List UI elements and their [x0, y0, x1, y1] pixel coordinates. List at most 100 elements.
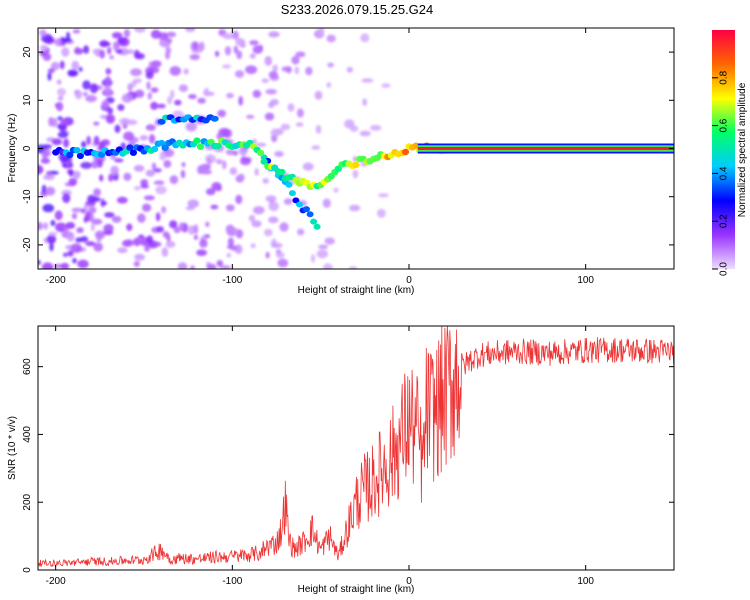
spectrogram-noise-cell	[222, 160, 227, 170]
spectrogram-noise-cell	[193, 41, 198, 51]
spectrogram-noise-cell	[252, 45, 263, 54]
spectrogram-noise-cell	[126, 223, 133, 231]
spectrogram-noise-cell	[73, 48, 84, 55]
colorbar-label: Normalized spectral amplitude	[737, 82, 748, 217]
spectrogram-noise-cell	[369, 124, 382, 131]
spectrogram-y-tick-label: -20	[22, 237, 33, 252]
spectrogram-noise-cell	[151, 60, 162, 68]
spectrogram-noise-cell	[161, 206, 167, 214]
spectrogram-noise-cell	[80, 208, 86, 214]
spectrogram-noise-cell	[145, 124, 156, 131]
spectrogram-noise-cell	[117, 104, 125, 111]
spectrogram-noise-cell	[174, 99, 182, 106]
spectrogram-noise-cell	[62, 163, 69, 168]
spectrogram-noise-cell	[61, 47, 70, 57]
spectrogram-noise-cell	[83, 216, 88, 223]
spectrogram-noise-cell	[145, 169, 156, 177]
snr-series-line	[38, 326, 674, 568]
spectrogram-noise-cell	[80, 161, 92, 169]
spectrogram-noise-cell	[302, 162, 314, 171]
spectrogram-ridge-cell	[292, 197, 300, 204]
spectrogram-noise-cell	[134, 28, 146, 33]
spectrogram-noise-cell	[378, 193, 389, 198]
spectrogram-noise-cell	[121, 239, 133, 247]
spectrogram-noise-cell	[200, 163, 212, 171]
spectrogram-noise-cell	[217, 109, 227, 118]
spectrogram-noise-cell	[100, 201, 108, 206]
spectrogram-ridge-cell	[310, 218, 318, 225]
spectrogram-noise-cell	[117, 247, 128, 254]
spectrogram-noise-cell	[261, 78, 269, 84]
spectrogram-noise-cell	[59, 60, 65, 70]
spectrogram-noise-cell	[272, 64, 279, 73]
spectrogram-noise-cell	[235, 37, 244, 46]
spectrogram-noise-cell	[43, 222, 49, 230]
spectrogram-ridge-cell	[161, 144, 169, 151]
spectrogram-noise-cell	[67, 69, 77, 77]
spectrogram-noise-cell	[71, 207, 83, 213]
spectrogram-noise-cell	[154, 241, 162, 247]
spectrogram-noise-cell	[250, 243, 256, 249]
spectrogram-noise-cell	[78, 66, 83, 72]
spectrogram-noise-cell	[305, 66, 313, 76]
spectrogram-noise-cell	[324, 237, 335, 245]
colorbar-tick-label: 0.0	[719, 262, 730, 276]
spectrogram-noise-cell	[232, 150, 239, 156]
spectrogram-ridge-cell	[285, 181, 293, 188]
spectrogram-noise-cell	[216, 184, 222, 192]
spectrogram-noise-cell	[252, 206, 265, 215]
spectrogram-ridge-cell	[278, 168, 286, 176]
spectrogram-noise-cell	[54, 210, 63, 221]
spectrogram-noise-cell	[240, 157, 251, 166]
spectrogram-noise-cell	[105, 114, 116, 124]
spectrogram-noise-cell	[151, 162, 157, 171]
spectrogram-noise-cell	[246, 114, 255, 119]
spectrogram-x-tick-label: 0	[406, 275, 412, 286]
spectrogram-noise-cell	[361, 78, 374, 83]
spectrogram-noise-cell	[130, 68, 142, 77]
spectrogram-noise-cell	[123, 131, 135, 141]
spectrogram-noise-cell	[333, 187, 339, 193]
spectrogram-noise-cell	[249, 40, 259, 46]
spectrogram-noise-cell	[146, 81, 151, 90]
snr-y-tick-label: 200	[22, 493, 33, 510]
spectrogram-noise-cell	[210, 204, 219, 210]
spectrogram-noise-cell	[226, 227, 239, 236]
spectrogram-noise-cell	[318, 244, 329, 250]
spectrogram-noise-cell	[177, 262, 188, 269]
figure-title: S233.2026.079.15.25.G24	[281, 2, 434, 17]
spectrogram-noise-cell	[349, 125, 359, 132]
spectrogram-noise-cell	[286, 66, 292, 74]
spectrogram-noise-cell	[205, 221, 210, 228]
spectrogram-x-label: Height of straight line (km)	[298, 285, 415, 296]
spectrogram-noise-cell	[323, 263, 333, 269]
spectrogram-noise-cell	[188, 94, 197, 100]
spectrogram-noise-cell	[137, 213, 146, 223]
spectrogram-noise-cell	[114, 124, 121, 133]
spectrogram-noise-cell	[127, 83, 133, 92]
spectrogram-noise-cell	[55, 222, 67, 233]
spectrogram-noise-cell	[96, 159, 103, 168]
snr-panel: -200 -100 0 100 0 200 400 600 Height of straig…	[7, 325, 675, 595]
spectrogram-noise-cell	[77, 259, 89, 269]
spectrogram-x-tick-label: -100	[222, 275, 242, 286]
spectrogram-noise-cell	[51, 138, 63, 146]
spectrogram-ridge-cell	[260, 158, 268, 165]
spectrogram-noise-cell	[190, 265, 195, 269]
spectrogram-noise-cell	[115, 49, 123, 54]
spectrogram-noise-cell	[254, 168, 259, 176]
spectrogram-noise-cell	[42, 144, 52, 150]
spectrogram-noise-cell	[157, 103, 166, 109]
spectrogram-ridge-cell	[126, 144, 134, 151]
spectrogram-noise-cell	[268, 31, 280, 38]
spectrogram-noise-cell	[72, 29, 81, 34]
spectrogram-noise-cell	[71, 212, 78, 220]
spectrogram-noise-cell	[50, 61, 60, 71]
spectrogram-noise-cell	[105, 68, 112, 75]
spectrogram-noise-cell	[82, 80, 91, 90]
spectrogram-noise-cell	[346, 66, 353, 73]
spectrogram-noise-cell	[134, 253, 146, 261]
spectrogram-noise-cell	[153, 180, 165, 185]
spectrogram-noise-cell	[268, 102, 275, 108]
